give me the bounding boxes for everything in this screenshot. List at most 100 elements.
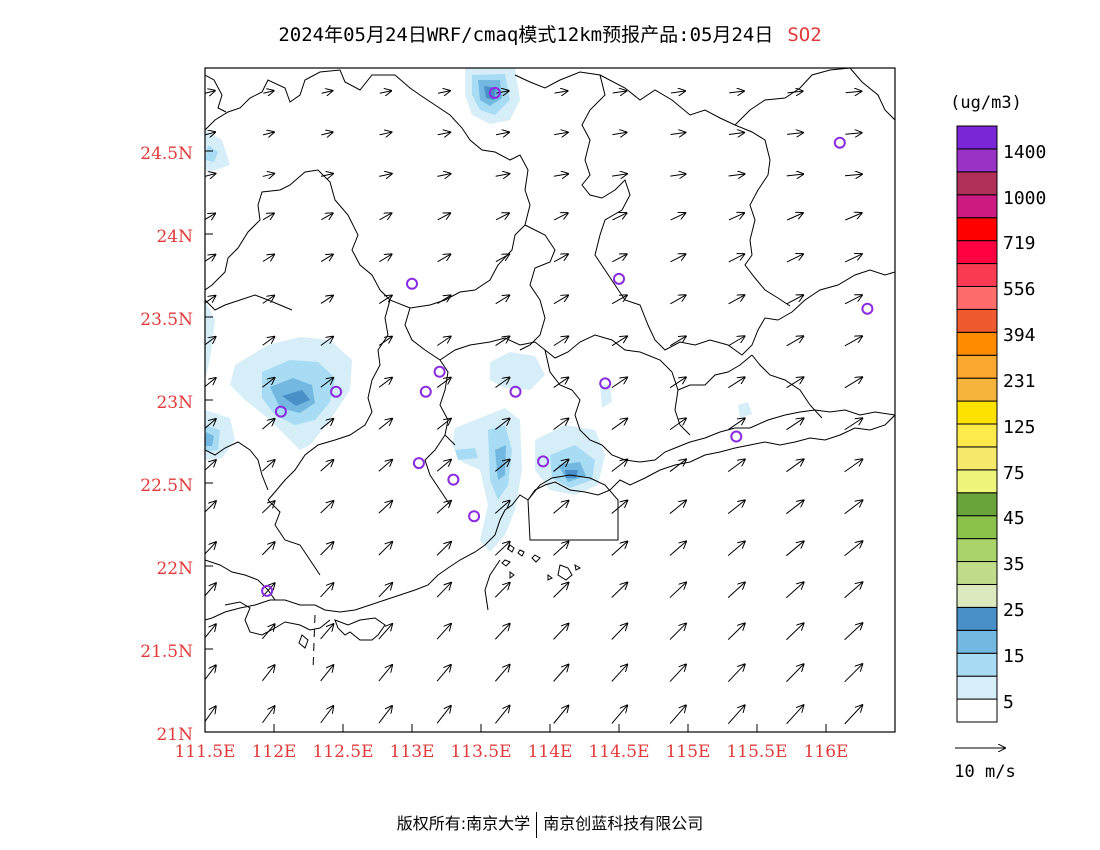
wind-arrow <box>262 419 274 430</box>
wind-arrow <box>553 501 569 514</box>
wind-arrow <box>378 337 392 346</box>
wind-arrow <box>670 132 686 134</box>
legend-swatch <box>956 217 998 242</box>
wind-arrow <box>437 132 450 135</box>
wind-arrow <box>262 296 274 304</box>
wind-arrow <box>205 460 216 471</box>
wind-arrow <box>553 665 569 682</box>
wind-arrow <box>495 336 510 346</box>
wind-arrow <box>844 541 863 557</box>
lon-label: 116E <box>804 742 849 762</box>
wind-arrow <box>786 213 803 221</box>
lat-label: 21.5N <box>140 642 193 662</box>
wind-arrow <box>611 624 627 640</box>
wind-arrow <box>670 174 685 176</box>
legend-swatch <box>956 698 998 723</box>
legend-swatch <box>956 423 998 448</box>
wind-arrow <box>320 624 334 640</box>
wind-arrow <box>669 459 686 472</box>
legend-swatch <box>956 538 998 563</box>
wind-arrow <box>378 665 392 682</box>
wind-arrow <box>845 213 861 221</box>
wind-arrow <box>495 460 509 472</box>
legend-swatch <box>956 125 998 150</box>
wind-arrow <box>786 174 803 176</box>
wind-arrow <box>437 213 450 221</box>
wind-arrow <box>205 419 216 429</box>
wind-arrow <box>378 501 392 514</box>
wind-arrow <box>378 419 392 430</box>
wind-arrow <box>611 665 627 682</box>
wind-arrow <box>205 501 216 513</box>
color-legend: (ug/m3) 5 15 25 35 45 75 125 231 394 556… <box>950 93 1046 723</box>
wind-arrow <box>553 174 568 176</box>
wind-arrow <box>727 664 745 683</box>
station-marker <box>412 457 425 470</box>
wind-arrow <box>320 542 334 556</box>
monitoring-stations <box>261 86 874 597</box>
wind-arrow <box>786 541 803 557</box>
legend-swatch <box>956 515 998 540</box>
wind-arrow <box>786 582 803 599</box>
wind-arrow <box>669 377 686 389</box>
wind-arrow <box>786 295 803 305</box>
longitude-labels: 111.5E 112E 112.5E 113E 113.5E 114E 114.… <box>174 742 848 762</box>
wind-arrow <box>844 254 862 263</box>
lat-label: 22.5N <box>140 476 193 496</box>
wind-arrow <box>787 133 803 135</box>
wind-arrow <box>495 419 509 430</box>
map-title: 2024年05月24日WRF/cmaq模式12km预报产品:05月24日 SO2 <box>0 20 1100 47</box>
lon-label: 114E <box>528 742 573 762</box>
lat-label: 22N <box>156 559 193 579</box>
legend-label: 75 <box>1003 463 1025 484</box>
wind-arrow <box>261 624 274 640</box>
wind-arrow <box>378 624 392 640</box>
wind-arrow <box>320 706 334 724</box>
wind-arrow <box>669 705 686 724</box>
wind-arrow <box>262 501 274 514</box>
legend-label: 25 <box>1003 600 1025 621</box>
wind-arrow <box>262 254 274 262</box>
legend-swatch <box>956 171 998 196</box>
wind-arrow <box>437 295 450 305</box>
wind-arrow <box>553 254 568 263</box>
wind-arrow <box>379 91 391 93</box>
wind-arrow <box>378 460 392 472</box>
station-marker <box>488 86 501 99</box>
wind-arrow <box>436 542 451 556</box>
wind-arrow <box>379 213 392 221</box>
wind-arrow <box>844 295 862 305</box>
wind-arrow <box>496 91 508 93</box>
wind-arrow <box>786 254 803 263</box>
wind-arrow <box>554 132 568 134</box>
wind-arrow <box>728 377 744 389</box>
legend-label: 45 <box>1003 508 1025 529</box>
wind-arrow <box>205 255 216 262</box>
wind-arrow <box>611 418 627 430</box>
wind-arrow <box>844 418 863 431</box>
wind-arrow <box>670 254 686 263</box>
wind-arrow <box>205 91 215 94</box>
wind-arrow <box>844 582 863 599</box>
wind-arrow <box>727 500 745 515</box>
wind-arrow <box>728 174 745 176</box>
legend-swatch <box>956 331 998 356</box>
wind-arrow <box>553 377 569 388</box>
wind-arrow <box>205 542 216 555</box>
wind-arrow <box>436 378 451 388</box>
wind-arrow <box>611 459 627 472</box>
wind-arrow <box>669 500 686 514</box>
wind-arrow <box>436 460 451 472</box>
wind-arrow <box>553 295 568 305</box>
wind-arrow <box>844 459 863 473</box>
wind-arrow <box>495 254 509 263</box>
wind-arrow <box>262 337 275 346</box>
wind-arrow <box>553 583 568 598</box>
legend-label: 231 <box>1003 371 1036 392</box>
wind-arrow <box>611 336 627 347</box>
legend-label: 719 <box>1003 233 1036 254</box>
legend-swatch <box>956 400 998 425</box>
wind-arrow <box>205 213 215 219</box>
legend-swatch <box>956 285 998 310</box>
